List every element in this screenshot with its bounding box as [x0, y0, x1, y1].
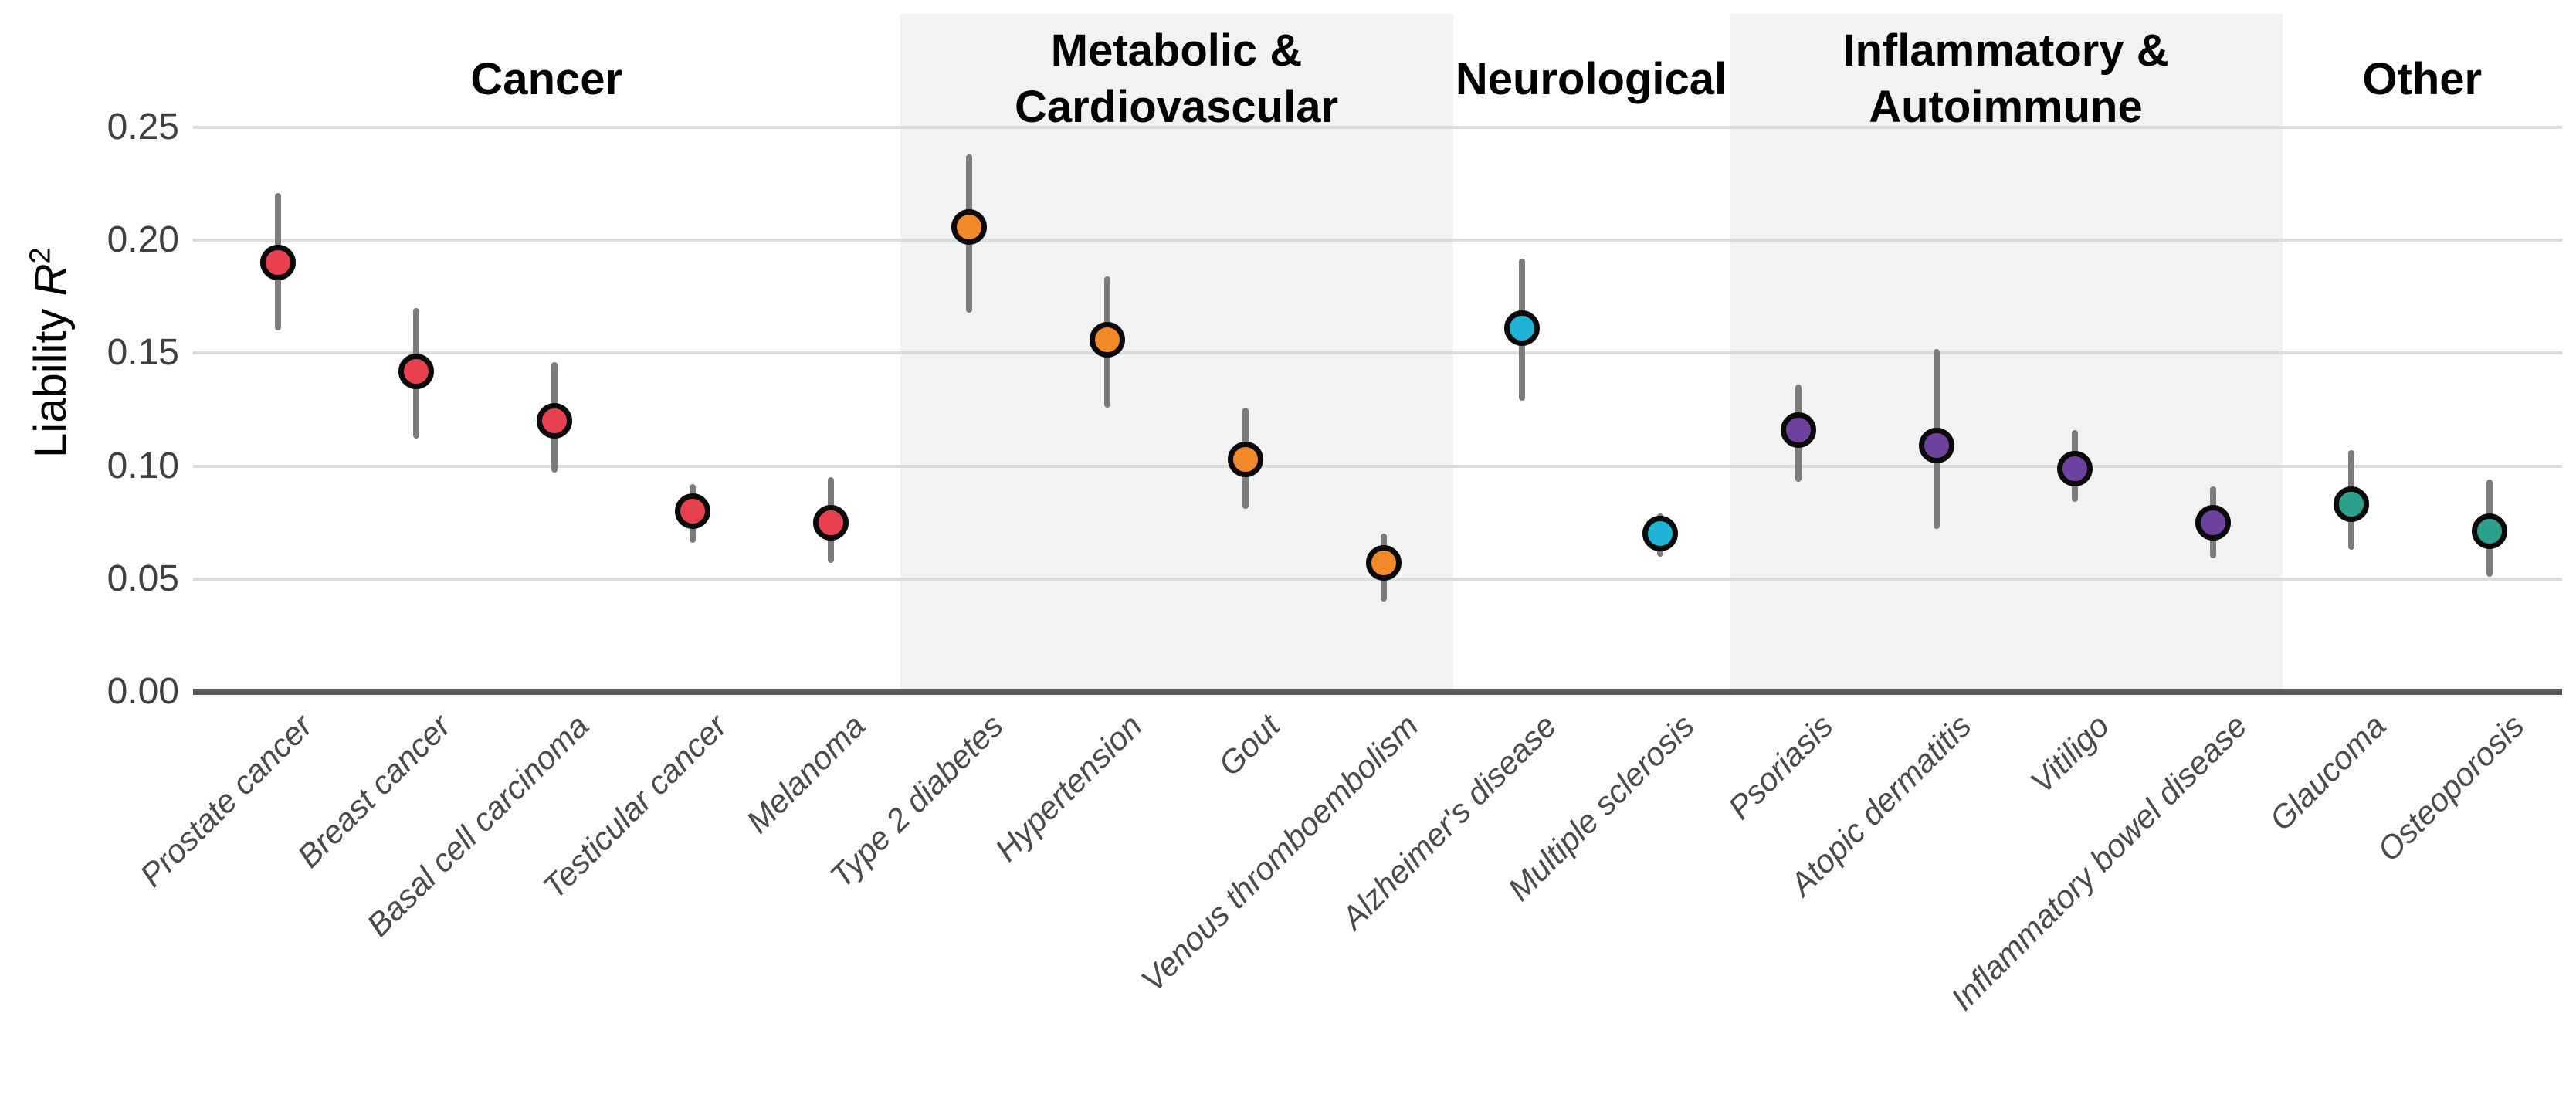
category-header-inflammatory-autoimmune: Inflammatory & Autoimmune — [1730, 22, 2283, 135]
data-point-vitiligo — [2057, 450, 2093, 486]
x-axis-label-hypertension: Hypertension — [988, 707, 1149, 869]
y-tick-label-0.20: 0.20 — [107, 219, 179, 261]
category-header-line: Other — [2362, 53, 2483, 104]
x-axis-label-vitiligo: Vitiligo — [2023, 707, 2117, 801]
x-axis-label-inflammatory-bowel-disease: Inflammatory bowel disease — [1944, 707, 2255, 1018]
category-header-metabolic-cardiovascular: Metabolic & Cardiovascular — [900, 22, 1453, 135]
gridline-0.25 — [193, 126, 2562, 129]
category-header-neurological: Neurological — [1453, 22, 1730, 135]
data-point-psoriasis — [1781, 412, 1816, 448]
data-point-glaucoma — [2334, 486, 2369, 523]
data-point-gout — [1228, 441, 1263, 477]
x-axis-label-venous-thromboembolism: Venous thromboembolism — [1134, 707, 1425, 999]
data-point-inflammatory-bowel-disease — [2195, 504, 2231, 541]
x-axis-label-osteoporosis: Osteoporosis — [2370, 707, 2531, 869]
data-point-alzheimer-s-disease — [1504, 310, 1540, 347]
category-header-cancer: Cancer — [193, 22, 900, 135]
category-header-line: Neurological — [1455, 53, 1727, 104]
data-point-hypertension — [1090, 321, 1125, 358]
y-axis-title-math-r: R — [25, 263, 76, 297]
y-tick-label-0.05: 0.05 — [107, 558, 179, 599]
category-header-line: Metabolic & — [1050, 25, 1303, 76]
x-axis-label-glaucoma: Glaucoma — [2262, 707, 2393, 838]
data-point-melanoma — [813, 504, 849, 541]
category-header-line: Cancer — [470, 53, 623, 104]
data-point-type-2-diabetes — [951, 208, 987, 245]
y-tick-label-0.10: 0.10 — [107, 445, 179, 486]
y-tick-label-0.25: 0.25 — [107, 107, 179, 147]
y-tick-label-0.00: 0.00 — [107, 671, 179, 712]
x-axis-label-psoriasis: Psoriasis — [1720, 707, 1840, 826]
data-point-breast-cancer — [398, 353, 434, 389]
category-header-line: Autoimmune — [1869, 82, 2143, 132]
data-point-osteoporosis — [2472, 513, 2507, 550]
data-point-testicular-cancer — [675, 493, 710, 530]
data-point-venous-thromboembolism — [1366, 545, 1402, 581]
gridline-0.20 — [193, 239, 2562, 242]
category-header-line: Cardiovascular — [1014, 82, 1339, 132]
x-axis-label-gout: Gout — [1211, 707, 1287, 783]
data-point-basal-cell-carcinoma — [537, 403, 572, 439]
category-header-line: Inflammatory & — [1842, 25, 2169, 76]
data-point-multiple-sclerosis — [1642, 516, 1678, 552]
gridline-0.15 — [193, 351, 2562, 355]
y-tick-label-0.15: 0.15 — [107, 332, 179, 374]
x-axis-label-melanoma: Melanoma — [739, 707, 873, 840]
data-point-atopic-dermatitis — [1919, 428, 1954, 464]
x-axis-line — [193, 689, 2562, 695]
data-point-prostate-cancer — [260, 245, 296, 281]
category-header-other: Other — [2283, 22, 2563, 135]
x-axis-label-prostate-cancer: Prostate cancer — [133, 707, 320, 894]
gridline-0.10 — [193, 464, 2562, 468]
